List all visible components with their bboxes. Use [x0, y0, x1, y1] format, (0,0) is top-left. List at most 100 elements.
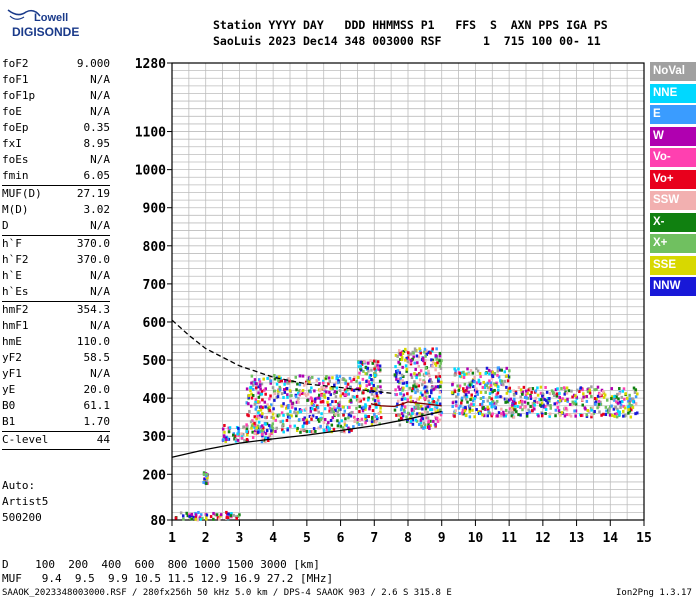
echo-point — [465, 395, 469, 399]
param-row: foF1 N/A — [2, 72, 110, 88]
echo-point — [318, 397, 322, 401]
echo-point — [491, 399, 495, 403]
echo-point — [453, 410, 456, 414]
echo-point — [412, 384, 415, 388]
echo-point — [437, 379, 440, 383]
echo-point — [237, 427, 241, 431]
echo-point — [270, 415, 273, 419]
echo-point — [550, 389, 554, 393]
param-value: 1.70 — [83, 415, 111, 428]
echo-point — [325, 385, 328, 389]
echo-point — [309, 396, 313, 400]
echo-point — [434, 363, 438, 367]
echo-point — [336, 419, 339, 423]
echo-point — [632, 400, 635, 404]
echo-point — [414, 385, 418, 389]
echo-point — [364, 414, 367, 418]
param-value: 61.1 — [83, 399, 111, 412]
echo-point — [378, 379, 382, 383]
echo-point — [249, 389, 252, 393]
echo-point — [440, 359, 443, 363]
x-tick-label: 2 — [202, 531, 210, 546]
echo-point — [514, 391, 518, 395]
echo-point — [513, 408, 517, 412]
echo-point — [438, 390, 442, 394]
echo-point — [286, 406, 290, 410]
echo-point — [423, 392, 427, 396]
echo-point — [425, 349, 428, 353]
legend-item: X- — [650, 212, 696, 232]
echo-point — [510, 408, 513, 412]
echo-point — [611, 397, 615, 401]
echo-point — [329, 393, 333, 397]
echo-point — [473, 376, 476, 380]
echo-point — [393, 373, 397, 377]
echo-point — [434, 368, 437, 372]
echo-point — [460, 371, 463, 375]
echo-point — [410, 359, 413, 363]
echo-point — [504, 374, 508, 378]
echo-point — [409, 362, 413, 366]
echo-point — [286, 381, 289, 385]
echo-point — [422, 373, 426, 377]
echo-point — [453, 409, 457, 413]
echo-point — [494, 407, 498, 411]
echo-point — [426, 425, 430, 429]
param-value: 20.0 — [83, 383, 111, 396]
echo-point — [491, 412, 494, 416]
echo-point — [546, 396, 550, 400]
echo-point — [406, 359, 410, 363]
echo-point — [206, 473, 209, 477]
echo-point — [451, 404, 454, 408]
echo-point — [545, 399, 548, 403]
echo-point — [342, 378, 346, 382]
param-name: foF2 — [2, 57, 29, 70]
echo-point — [401, 395, 405, 399]
echo-point — [565, 408, 569, 412]
echo-point — [256, 424, 260, 428]
echo-point — [305, 379, 309, 383]
echo-point — [428, 350, 431, 354]
echo-point — [398, 387, 401, 391]
echo-point — [493, 388, 496, 392]
echo-point — [499, 395, 502, 399]
echo-point — [236, 438, 240, 442]
echo-point — [428, 426, 431, 430]
echo-point — [275, 375, 279, 379]
echo-point — [333, 390, 337, 394]
echo-point — [491, 374, 494, 378]
echo-point — [481, 399, 485, 403]
echo-point — [539, 403, 542, 407]
echo-point — [228, 513, 232, 517]
echo-point — [306, 392, 310, 396]
echo-point — [481, 413, 484, 417]
echo-point — [456, 392, 460, 396]
echo-point — [355, 398, 359, 402]
echo-point — [265, 429, 269, 433]
echo-point — [557, 409, 561, 413]
echo-point — [370, 387, 373, 391]
echo-point — [256, 401, 260, 405]
echo-point — [546, 398, 550, 402]
echo-point — [596, 406, 599, 410]
distance-row: D 100 200 400 600 800 1000 1500 3000 [km… — [2, 558, 320, 571]
echo-point — [415, 419, 419, 423]
echo-point — [363, 361, 367, 365]
echo-point — [348, 405, 351, 409]
echo-point — [453, 373, 457, 377]
param-value: N/A — [90, 367, 110, 380]
echo-point — [491, 390, 495, 394]
echo-point — [324, 376, 328, 380]
echo-point — [541, 394, 544, 398]
echo-point — [401, 397, 404, 401]
echo-point — [526, 401, 530, 405]
param-value: 3.02 — [83, 203, 111, 216]
echo-point — [412, 355, 415, 359]
echo-point — [431, 400, 434, 404]
echo-point — [358, 387, 361, 391]
echo-point — [310, 399, 314, 403]
echo-point — [559, 413, 562, 417]
echo-point — [631, 405, 635, 409]
echo-point — [270, 424, 274, 428]
y-tick-label: 700 — [143, 278, 167, 293]
